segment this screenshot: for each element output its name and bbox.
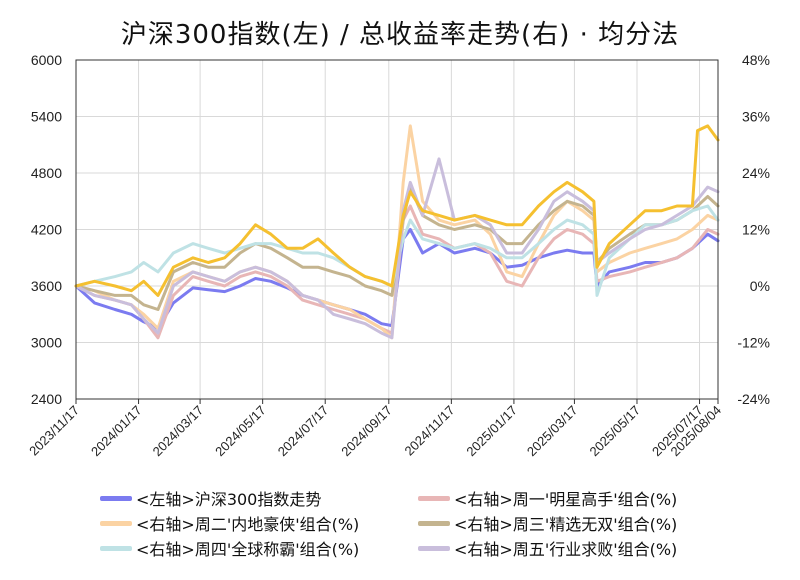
- x-tick-label: 2024/09/17: [338, 403, 395, 460]
- legend-item: <左轴>沪深300指数走势: [100, 487, 321, 509]
- x-tick-label: 2024/05/17: [212, 403, 269, 460]
- series-line-5: [74, 157, 720, 340]
- chart-title: 沪深300指数(左) / 总收益率走势(右) · 均分法: [120, 20, 680, 50]
- left-tick-label: 4200: [31, 222, 62, 238]
- right-tick-label: 0%: [750, 278, 770, 294]
- x-axis-ticks: 2023/11/17 2024/01/17 2024/03/17 2024/05/17…: [26, 399, 724, 459]
- right-tick-label: 24%: [742, 165, 770, 181]
- legend-swatch: [100, 545, 132, 551]
- legend-label: <右轴>周一'明星高手'组合(%): [454, 490, 678, 509]
- legend-swatch: [100, 495, 132, 501]
- legend-item: <右轴>周四'全球称霸'组合(%): [100, 537, 359, 559]
- legend-item: <右轴>周一'明星高手'组合(%): [418, 487, 677, 509]
- series-line-4: [74, 204, 720, 297]
- series-lines: [74, 124, 720, 340]
- right-tick-label: -12%: [737, 335, 770, 351]
- right-tick-label: 48%: [742, 52, 770, 68]
- legend-item: <右轴>周五'行业求败'组合(%): [418, 537, 677, 559]
- left-tick-label: 3600: [31, 278, 62, 294]
- left-tick-label: 3000: [31, 335, 62, 351]
- left-tick-label: 6000: [31, 52, 62, 68]
- x-tick-label: 2024/07/17: [275, 403, 332, 460]
- right-axis-ticks: 48% 36% 24% 12% 0% -12% -24%: [737, 52, 770, 407]
- series-line-1: [74, 204, 720, 340]
- x-tick-label: 2025/05/17: [586, 403, 643, 460]
- plot-border: [75, 59, 719, 400]
- x-tick-label: 2024/03/17: [150, 403, 207, 460]
- legend-label: <左轴>沪深300指数走势: [136, 490, 322, 509]
- x-tick-label: 2024/11/17: [402, 403, 458, 459]
- legend-swatch: [418, 495, 450, 501]
- right-tick-label: -24%: [737, 391, 770, 407]
- legend-swatch: [418, 520, 450, 526]
- left-tick-label: 4800: [31, 165, 62, 181]
- grid-lines: [76, 59, 718, 400]
- series-line-0: [74, 228, 720, 330]
- series-line-6: [74, 124, 720, 297]
- left-tick-label: 5400: [31, 109, 62, 125]
- legend-label: <右轴>周五'行业求败'组合(%): [454, 540, 678, 559]
- right-tick-label: 36%: [742, 109, 770, 125]
- x-tick-label: 2025/01/17: [463, 403, 520, 460]
- legend-swatch: [100, 520, 132, 526]
- left-axis-ticks: 6000 5400 4800 4200 3600 3000 2400: [31, 52, 62, 407]
- right-tick-label: 12%: [742, 222, 770, 238]
- legend-label: <右轴>周二'内地豪侠'组合(%): [136, 515, 360, 534]
- legend-item: <右轴>周三'精选无双'组合(%): [418, 512, 677, 534]
- legend-label: <右轴>周四'全球称霸'组合(%): [136, 540, 360, 559]
- x-tick-label: 2024/01/17: [88, 403, 145, 460]
- x-tick-label: 2025/03/17: [524, 403, 581, 460]
- legend-label: <右轴>周三'精选无双'组合(%): [454, 515, 678, 534]
- x-tick-label: 2023/11/17: [26, 403, 82, 459]
- left-tick-label: 2400: [31, 391, 62, 407]
- legend-item: <右轴>周二'内地豪侠'组合(%): [100, 512, 359, 534]
- legend-swatch: [418, 545, 450, 551]
